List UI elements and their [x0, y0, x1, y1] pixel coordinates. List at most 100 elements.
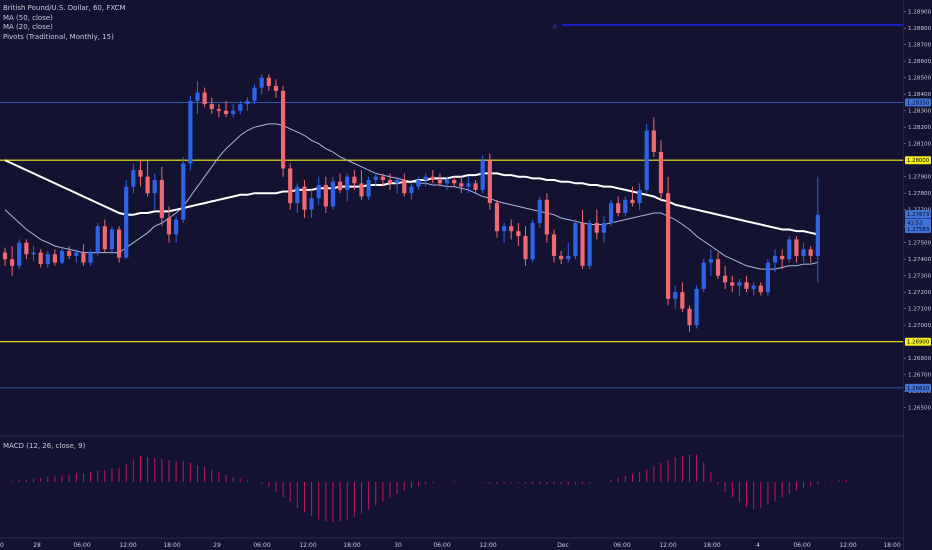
candle[interactable]	[52, 249, 58, 266]
candle[interactable]	[780, 249, 785, 270]
candle[interactable]	[74, 249, 79, 263]
candle[interactable]	[694, 285, 699, 329]
legend-ma20[interactable]: MA (20, close)	[3, 23, 53, 31]
candle[interactable]	[95, 222, 100, 256]
candle[interactable]	[345, 173, 350, 202]
candle[interactable]	[2, 247, 8, 266]
candle[interactable]	[801, 242, 806, 263]
candle[interactable]	[459, 176, 464, 194]
candle[interactable]	[637, 183, 642, 210]
candle[interactable]	[195, 81, 200, 114]
candle[interactable]	[437, 173, 443, 187]
candle[interactable]	[623, 196, 628, 217]
candle[interactable]	[658, 140, 664, 200]
candle[interactable]	[794, 236, 799, 263]
candle[interactable]	[24, 239, 29, 260]
candle[interactable]	[587, 219, 592, 270]
candle[interactable]	[131, 163, 136, 194]
candle[interactable]	[601, 216, 607, 243]
candle[interactable]	[88, 249, 93, 266]
candle[interactable]	[665, 176, 671, 306]
candle[interactable]	[309, 189, 314, 218]
candles[interactable]	[2, 74, 820, 332]
candle[interactable]	[231, 104, 236, 118]
candle[interactable]	[765, 259, 771, 296]
candle[interactable]	[295, 183, 300, 213]
candle[interactable]	[452, 176, 457, 187]
candle[interactable]	[209, 97, 214, 115]
price-badge[interactable]: 1.26620	[905, 383, 931, 392]
candle[interactable]	[502, 222, 507, 243]
candle[interactable]	[423, 173, 428, 187]
candle[interactable]	[680, 282, 685, 312]
candle[interactable]	[651, 117, 656, 157]
candle[interactable]	[737, 279, 742, 296]
candle[interactable]	[566, 242, 571, 263]
candle[interactable]	[188, 95, 193, 171]
candle[interactable]	[338, 173, 343, 194]
price-badge[interactable]: 1.26900	[905, 337, 931, 346]
chart-title[interactable]: British Pound/U.S. Dollar, 60, FXCM	[3, 4, 126, 12]
candle[interactable]	[815, 176, 820, 283]
candle[interactable]	[630, 186, 635, 207]
macd-legend[interactable]: MACD (12, 26, close, 9)	[3, 442, 86, 450]
candle[interactable]	[288, 163, 293, 210]
candle[interactable]	[387, 173, 393, 190]
candle[interactable]	[67, 246, 72, 260]
candle[interactable]	[216, 104, 221, 118]
candle[interactable]	[359, 170, 364, 200]
macd-panel[interactable]: 0.00050.0000-0.0005	[5, 454, 929, 523]
candle[interactable]	[730, 275, 735, 293]
candle[interactable]	[17, 239, 22, 270]
time-axis[interactable]: 0 28 06:00 12:00 18:00 29 06:00 12:00 18:00 30 06:…	[0, 542, 901, 549]
candle[interactable]	[573, 219, 578, 260]
price-badge[interactable]: 1.27583	[905, 225, 931, 234]
candle[interactable]	[102, 219, 107, 253]
candle[interactable]	[808, 246, 813, 263]
candle[interactable]	[744, 275, 749, 293]
candle[interactable]	[238, 100, 243, 114]
candle[interactable]	[444, 176, 450, 190]
price-badge[interactable]: 41:53	[905, 218, 931, 227]
candle[interactable]	[138, 160, 143, 187]
candle[interactable]	[751, 282, 756, 296]
candle[interactable]	[302, 180, 307, 218]
candle[interactable]	[787, 236, 792, 263]
candle[interactable]	[559, 250, 564, 265]
candle[interactable]	[772, 249, 778, 273]
candle[interactable]	[487, 153, 492, 210]
candle[interactable]	[551, 229, 557, 263]
candle[interactable]	[402, 173, 407, 197]
candle[interactable]	[715, 252, 721, 279]
candle[interactable]	[380, 173, 385, 187]
candle[interactable]	[366, 176, 371, 200]
candle[interactable]	[109, 226, 115, 255]
price-badge[interactable]: 1.28350	[905, 98, 931, 107]
price-badge[interactable]: 1.27673	[905, 210, 931, 219]
candle[interactable]	[701, 259, 706, 293]
candle[interactable]	[494, 199, 500, 238]
candle[interactable]	[259, 74, 264, 95]
candle[interactable]	[616, 196, 621, 217]
candle[interactable]	[473, 180, 478, 194]
candle[interactable]	[323, 176, 328, 213]
candle[interactable]	[202, 87, 207, 108]
candle[interactable]	[280, 85, 286, 177]
candle[interactable]	[409, 183, 414, 200]
candle[interactable]	[145, 160, 150, 197]
candle[interactable]	[395, 176, 400, 194]
candle[interactable]	[45, 250, 50, 268]
candle[interactable]	[537, 196, 542, 228]
candle[interactable]	[373, 173, 378, 187]
candle[interactable]	[273, 79, 279, 98]
price-badge[interactable]: 1.28000	[905, 156, 931, 165]
candle[interactable]	[608, 199, 614, 227]
legend-ma50[interactable]: MA (50, close)	[3, 13, 53, 22]
candle[interactable]	[316, 176, 321, 205]
candle[interactable]	[31, 246, 36, 261]
candle[interactable]	[174, 216, 179, 243]
candle[interactable]	[245, 97, 250, 111]
candle[interactable]	[480, 155, 485, 194]
